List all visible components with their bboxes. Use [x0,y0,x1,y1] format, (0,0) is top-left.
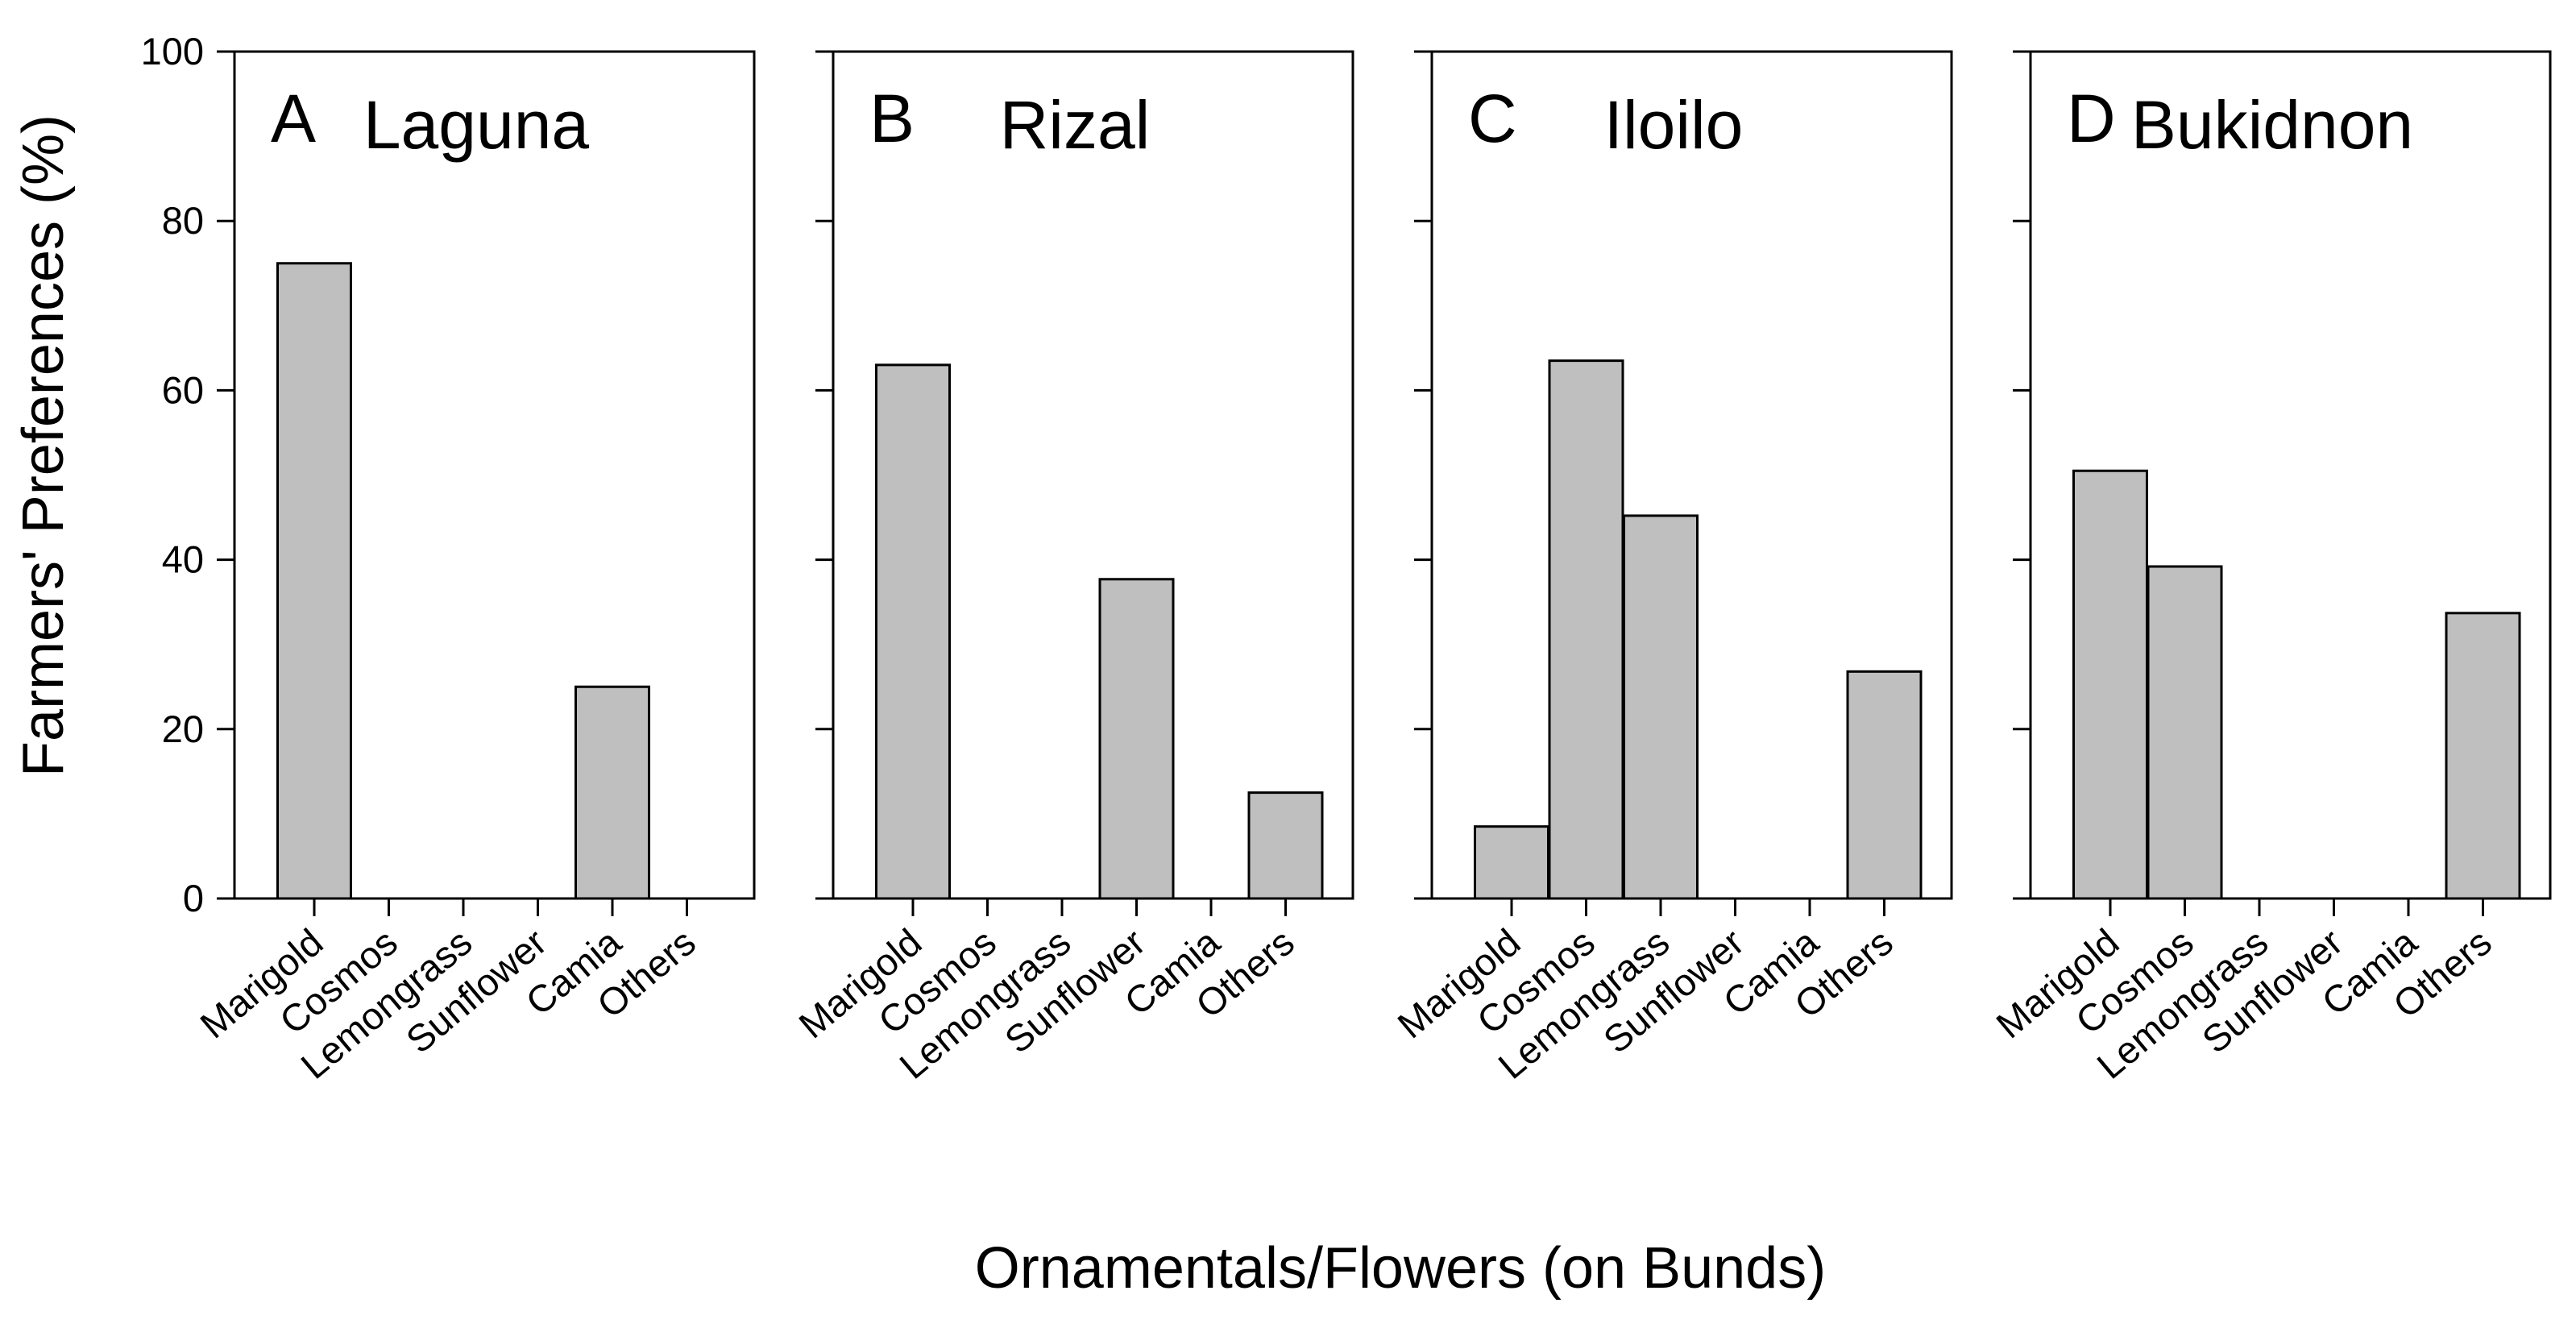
bar-marigold [276,262,352,900]
y-axis-title: Farmers' Preferences (%) [11,114,76,777]
bar-sunflower [1098,578,1175,900]
panel-title: Laguna [363,87,590,163]
bar-others [1846,670,1923,900]
panel-letter: D [2067,81,2116,156]
plot-frame [233,50,756,900]
panel-a: 020406080100MarigoldCosmosLemongrassSunf… [141,30,756,1087]
panel-title: Bukidnon [2131,87,2413,163]
bar-marigold [1474,825,1549,900]
y-tick-label: 100 [141,30,204,73]
panel-title: Rizal [1000,87,1151,163]
bar-camia [575,685,650,900]
bar-cosmos [1548,359,1624,900]
panel-d: MarigoldCosmosLemongrassSunflowerCamiaOt… [1988,50,2552,1087]
panel-letter: B [869,81,915,156]
x-axis-title: Ornamentals/Flowers (on Bunds) [975,1236,1826,1301]
panel-title: Iloilo [1604,87,1744,163]
y-tick-label: 20 [162,708,204,750]
bar-others [2445,612,2521,900]
panel-letter: C [1468,81,1517,156]
plot-frame [2029,50,2552,900]
y-tick-label: 40 [162,538,204,581]
bar-marigold [2072,469,2148,900]
bar-lemongrass [1623,514,1699,900]
bar-cosmos [2147,565,2223,900]
bar-marigold [875,363,951,900]
y-tick-label: 60 [162,368,204,411]
y-tick-label: 80 [162,199,204,242]
panel-letter: A [271,81,316,156]
y-tick-label: 0 [183,877,204,919]
bar-others [1247,791,1324,900]
plot-frame [832,50,1354,900]
